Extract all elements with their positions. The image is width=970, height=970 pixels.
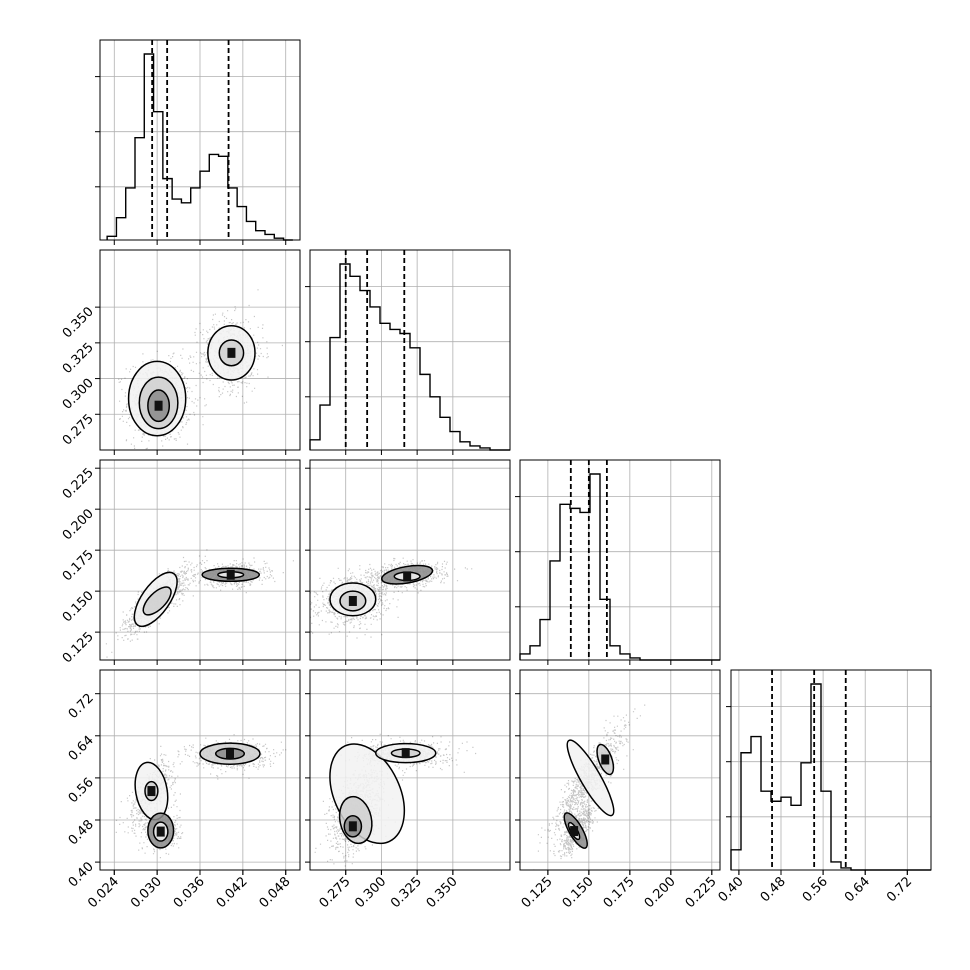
x-tick-label: 0.325: [388, 874, 425, 911]
density-peak: [403, 571, 412, 582]
density-peak: [601, 754, 610, 765]
y-tick-label: 0.40: [66, 859, 97, 890]
contour-level: [142, 586, 172, 616]
y-tick-label: 0.72: [66, 691, 97, 722]
y-tick-label: 0.175: [60, 547, 97, 584]
histogram-panel: [95, 39, 301, 245]
panel-background: [310, 460, 510, 660]
panel-content: [533, 704, 646, 870]
x-tick-label: 0.036: [171, 874, 208, 911]
y-tick-label: 0.64: [66, 733, 97, 764]
panel-content: [314, 733, 477, 870]
histogram-step: [106, 53, 293, 241]
panel-background: [520, 670, 720, 870]
panel-frame: [309, 669, 511, 871]
x-tick-label: 0.048: [257, 874, 294, 911]
density-peak: [348, 595, 357, 606]
panel-frame: [309, 249, 511, 451]
density-peak: [156, 826, 165, 837]
histogram-panel: 0.40 0.48 0.56 0.64 0.72: [716, 669, 932, 905]
panel-frame: [519, 459, 721, 661]
y-tick-label: 0.275: [60, 412, 97, 449]
density-peak: [570, 826, 579, 837]
scatter-points: [310, 557, 473, 639]
x-tick-label: 0.300: [352, 874, 389, 911]
panel-content: [105, 549, 294, 658]
density-peak: [226, 569, 235, 580]
y-tick-label: 0.225: [60, 465, 97, 502]
histogram-panel: [515, 459, 721, 665]
x-tick-label: 0.40: [716, 874, 747, 905]
density-peak: [348, 821, 357, 832]
density-peak: [227, 347, 236, 358]
y-tick-label: 0.150: [60, 588, 97, 625]
y-tick-label: 0.48: [66, 817, 97, 848]
scatter-panel: 0.125 0.150 0.175 0.200 0.225: [60, 459, 301, 666]
x-tick-label: 0.350: [424, 874, 461, 911]
histogram-panel: [305, 249, 511, 455]
x-tick-label: 0.200: [642, 874, 679, 911]
y-tick-label: 0.56: [66, 775, 97, 806]
panel-frame: [730, 669, 932, 871]
contour-level: [566, 739, 615, 817]
y-tick-label: 0.125: [60, 629, 97, 666]
x-tick-label: 0.175: [601, 874, 638, 911]
panel-content: [118, 289, 283, 450]
density-peak: [401, 748, 410, 759]
scatter-panel: 0.024 0.030 0.036 0.042 0.048 0.40 0.48 0.56 0.6…: [66, 669, 301, 911]
panel-content: [115, 734, 287, 859]
panel-background: [520, 460, 720, 660]
y-tick-label: 0.350: [60, 304, 97, 341]
density-peak: [147, 786, 156, 797]
x-tick-label: 0.72: [884, 874, 915, 905]
y-tick-label: 0.325: [60, 340, 97, 377]
panels-layer: 0.40 0.48 0.56 0.64 0.720.2750.3000.3250.350…: [60, 39, 932, 911]
x-tick-label: 0.48: [758, 874, 789, 905]
x-tick-label: 0.150: [560, 874, 597, 911]
x-tick-label: 0.225: [683, 874, 720, 911]
x-tick-label: 0.275: [317, 874, 354, 911]
y-tick-label: 0.300: [60, 376, 97, 413]
y-tick-label: 0.200: [60, 506, 97, 543]
x-tick-label: 0.56: [800, 874, 831, 905]
panel-content: [310, 557, 473, 639]
scatter-panel: [305, 459, 511, 665]
x-tick-label: 0.64: [842, 874, 873, 905]
x-tick-label: 0.030: [128, 874, 165, 911]
x-tick-label: 0.125: [519, 874, 556, 911]
x-tick-label: 0.042: [214, 874, 251, 911]
density-peak: [226, 748, 234, 759]
density-peak: [154, 400, 163, 411]
panel-frame: [519, 669, 721, 871]
panel-background: [310, 250, 510, 450]
panel-frame: [309, 459, 511, 661]
x-tick-label: 0.024: [85, 874, 122, 911]
